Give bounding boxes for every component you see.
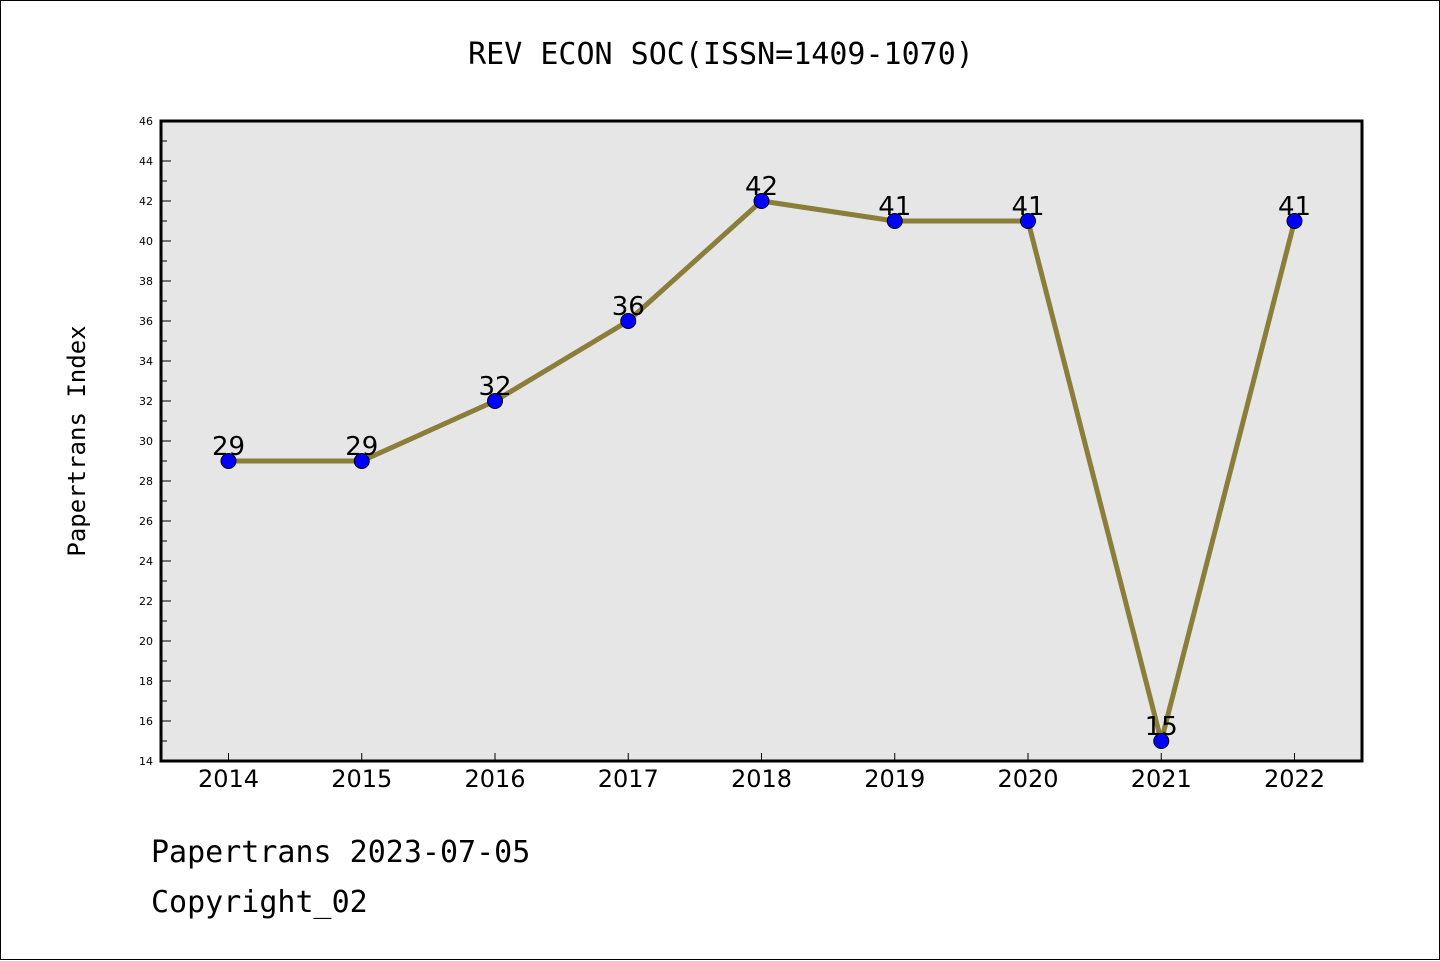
x-tick-label: 2016: [464, 765, 525, 793]
y-tick-label: 36: [139, 315, 153, 328]
data-label: 29: [345, 432, 378, 462]
data-point: [620, 313, 637, 329]
y-tick-label: 16: [139, 715, 153, 728]
y-tick-label: 44: [139, 155, 153, 168]
data-label: 41: [1278, 192, 1311, 222]
x-tick-label: 2017: [598, 765, 659, 793]
y-tick-label: 28: [139, 475, 153, 488]
data-point: [753, 193, 770, 209]
y-tick-label: 42: [139, 195, 153, 208]
data-point: [487, 393, 503, 409]
y-tick-label: 26: [139, 515, 153, 528]
y-tick-label: 14: [139, 755, 153, 768]
x-tick-label: 2014: [198, 765, 259, 793]
plot-frame: [159, 119, 1364, 763]
data-label: 42: [745, 172, 778, 202]
plot-area: [161, 121, 1362, 761]
data-point: [1020, 213, 1036, 229]
x-tick-label: 2015: [331, 765, 392, 793]
data-label: 41: [1011, 192, 1044, 222]
data-point: [1286, 213, 1303, 229]
x-axis-ticks: 2014 2015 2016 2017 2018 2019 2020 2021 2022: [198, 753, 1325, 793]
series-line: [220, 193, 1303, 749]
x-tick-label: 2018: [731, 765, 792, 793]
data-point: [886, 213, 903, 229]
y-tick-label: 30: [139, 435, 153, 448]
y-tick-label: 38: [139, 275, 153, 288]
y-tick-label: 34: [139, 355, 153, 368]
data-label: 15: [1145, 712, 1178, 742]
y-tick-label: 40: [139, 235, 153, 248]
y-tick-label: 22: [139, 595, 153, 608]
data-label: 32: [478, 372, 511, 402]
footer-copyright: Copyright_02: [151, 885, 368, 920]
y-tick-label: 20: [139, 635, 153, 648]
data-point: [220, 453, 237, 469]
data-label: 41: [878, 192, 911, 222]
x-tick-label: 2022: [1264, 765, 1325, 793]
x-tick-label: 2019: [864, 765, 925, 793]
footer-date: Papertrans 2023-07-05: [151, 835, 531, 870]
y-tick-label: 18: [139, 675, 153, 688]
y-tick-label: 24: [139, 555, 153, 568]
y-tick-label: 46: [139, 115, 153, 128]
data-point: [1153, 733, 1170, 749]
data-label: 29: [212, 432, 245, 462]
x-tick-label: 2021: [1131, 765, 1192, 793]
data-labels: 29 29 32 36 42 41 41 15 41: [212, 172, 1311, 742]
y-tick-label: 32: [139, 395, 153, 408]
y-axis-label: Papertrans Index: [63, 325, 91, 556]
x-tick-label: 2020: [997, 765, 1058, 793]
data-label: 36: [612, 292, 645, 322]
chart-title: REV ECON SOC(ISSN=1409-1070): [468, 37, 974, 72]
data-point: [353, 453, 370, 469]
